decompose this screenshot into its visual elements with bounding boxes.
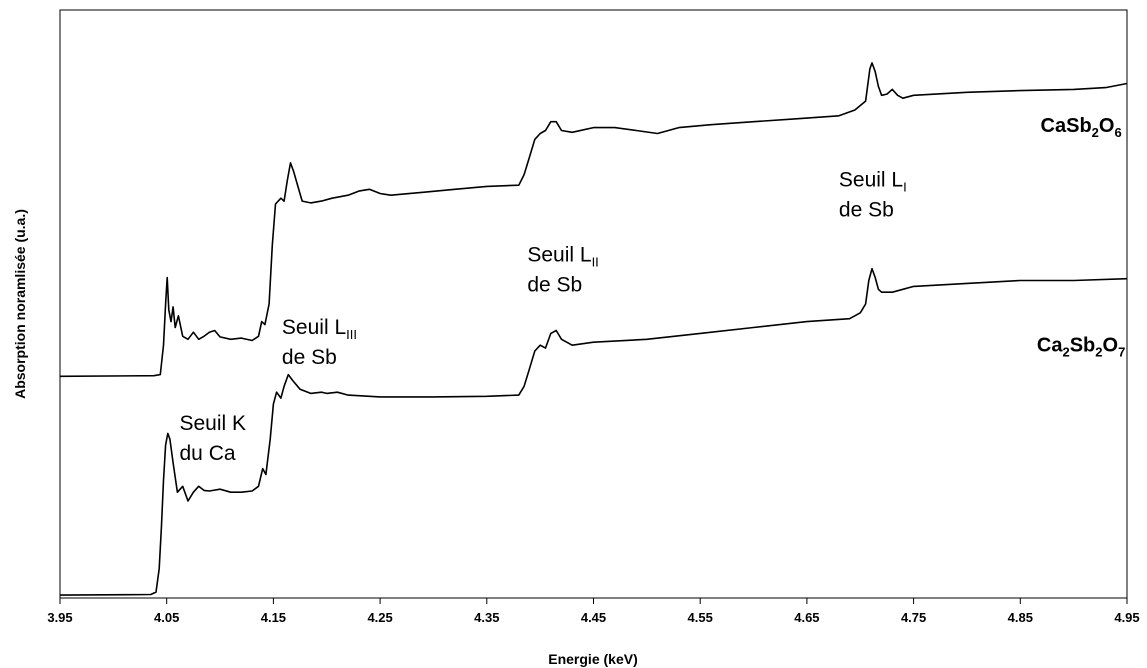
x-tick-label: 4.85 xyxy=(1008,610,1033,625)
x-tick-label: 4.05 xyxy=(154,610,179,625)
y-axis-title: Absorption noramlisée (u.a.) xyxy=(12,209,28,399)
edge-annotation-line: Seuil LII xyxy=(527,243,598,269)
edge-annotation-line: Seuil LIII xyxy=(282,316,357,342)
x-tick-label: 3.95 xyxy=(47,610,72,625)
series-lines xyxy=(59,62,1128,596)
edge-annotation: Seuil LIII de Sb xyxy=(282,316,357,369)
x-tick-label: 4.55 xyxy=(688,610,713,625)
edge-annotation-line: de Sb xyxy=(527,273,582,296)
edge-annotation-line: de Sb xyxy=(282,346,337,369)
x-axis-title: Energie (keV) xyxy=(548,651,637,667)
edge-annotation-line: Seuil K xyxy=(180,412,247,435)
edge-annotation: Seuil LI de Sb xyxy=(839,169,907,222)
x-tick-label: 4.45 xyxy=(581,610,606,625)
series-line-CaSb2O6 xyxy=(59,62,1128,378)
plot-area xyxy=(59,9,1128,599)
edge-annotation: Seuil LII de Sb xyxy=(527,243,598,296)
edge-annotation-line: de Sb xyxy=(839,199,894,222)
series-label-CaSb2O6: CaSb2O6 xyxy=(1041,115,1122,140)
x-tick-label: 4.95 xyxy=(1114,610,1139,625)
x-tick-label: 4.75 xyxy=(901,610,926,625)
x-tick-label: 4.25 xyxy=(367,610,392,625)
x-axis: 3.95 4.05 4.15 4.25 4.35 4.45 4.55 4.65 4.75 4.85… xyxy=(47,598,1140,625)
edge-annotation-line: du Ca xyxy=(180,442,236,465)
edge-annotation: Seuil K du Ca xyxy=(180,412,247,465)
x-tick-label: 4.35 xyxy=(474,610,499,625)
series-line-Ca2Sb2O7 xyxy=(59,267,1128,596)
x-tick-label: 4.15 xyxy=(261,610,286,625)
edge-annotation-line: Seuil LI xyxy=(839,169,907,195)
x-tick-label: 4.65 xyxy=(794,610,819,625)
series-labels: CaSb2O6 Ca2Sb2O7 xyxy=(1037,115,1125,359)
series-label-Ca2Sb2O7: Ca2Sb2O7 xyxy=(1037,334,1125,359)
edge-annotations: Seuil K du Ca Seuil LIII de Sb Seuil LII de S… xyxy=(180,169,907,465)
